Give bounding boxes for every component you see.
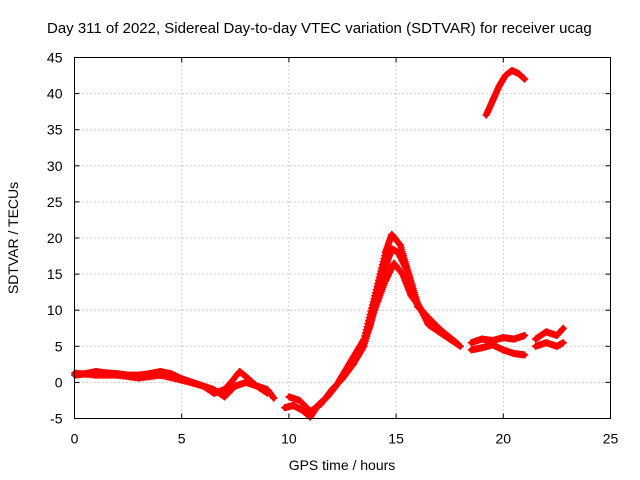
y-tick-label: 40 [47, 86, 63, 102]
y-tick-label: 10 [47, 302, 63, 318]
series-line [483, 67, 528, 118]
series-track-j [531, 339, 567, 350]
y-tick-label: 0 [55, 374, 63, 390]
y-tick-label: 25 [47, 194, 63, 210]
y-axis-label: SDTVAR / TECUs [5, 182, 21, 294]
x-tick-label: 5 [178, 431, 186, 447]
series-track-i [531, 324, 567, 343]
x-tick-label: 20 [496, 431, 512, 447]
y-tick-label: 30 [47, 158, 63, 174]
chart-title: Day 311 of 2022, Sidereal Day-to-day VTE… [47, 20, 592, 37]
y-tick-label: -5 [50, 411, 63, 427]
y-tick-label: 5 [55, 338, 63, 354]
series-line [532, 340, 566, 349]
series-track-f [467, 331, 529, 347]
series-track-g [467, 341, 529, 359]
series-track-e [349, 245, 454, 365]
series-line [72, 370, 277, 401]
series-track-h [482, 66, 529, 119]
series-line [350, 246, 453, 364]
x-tick-label: 15 [388, 431, 404, 447]
axis-ticks: 0 5 10 15 20 25 -5 0 5 10 15 20 25 30 35 40 45 [47, 50, 619, 447]
data-layer [71, 66, 567, 421]
series-line [286, 260, 461, 414]
x-axis-label: GPS time / hours [289, 457, 396, 473]
series-line [468, 332, 528, 346]
y-tick-label: 15 [47, 266, 63, 282]
series-track-d [285, 259, 462, 415]
series-track-b [71, 369, 278, 402]
series-line [468, 342, 528, 358]
series-line [532, 325, 566, 342]
grid [74, 57, 611, 419]
x-tick-label: 10 [281, 431, 297, 447]
x-tick-label: 0 [71, 431, 79, 447]
x-tick-label: 25 [603, 431, 619, 447]
y-tick-label: 45 [47, 50, 63, 66]
y-tick-label: 35 [47, 122, 63, 138]
y-tick-label: 20 [47, 230, 63, 246]
